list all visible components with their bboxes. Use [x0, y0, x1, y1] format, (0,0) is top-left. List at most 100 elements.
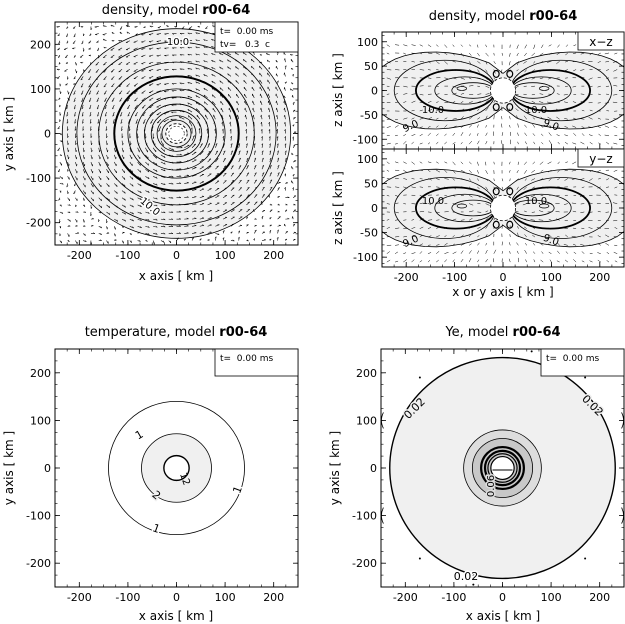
- velocity-arrow: [387, 260, 390, 262]
- velocity-arrow: [501, 140, 502, 144]
- velocity-arrow: [614, 126, 618, 127]
- velocity-arrow: [541, 170, 543, 171]
- velocity-arrow: [517, 53, 519, 56]
- velocity-arrow: [486, 259, 488, 262]
- velocity-arrow: [412, 253, 416, 254]
- panel4-ylabel: y axis [ km ]: [328, 431, 342, 505]
- velocity-arrow: [412, 162, 415, 165]
- velocity-arrow: [436, 45, 438, 47]
- velocity-arrow: [598, 127, 601, 128]
- velocity-arrow: [453, 252, 457, 254]
- velocity-arrow: [615, 261, 617, 262]
- velocity-arrow: [590, 142, 593, 144]
- velocity-arrow: [387, 53, 389, 54]
- core-boundary: [490, 78, 515, 103]
- subpanel-xz-ylabel: z axis [ km ]: [331, 53, 345, 127]
- arrow-head: [284, 58, 285, 60]
- arrow-head: [292, 216, 293, 218]
- panel2-xlabel: x or y axis [ km ]: [452, 285, 553, 299]
- velocity-arrow: [428, 143, 430, 145]
- y-tick-label: -50: [360, 109, 378, 122]
- x-tick-label: 0: [499, 591, 506, 604]
- velocity-arrow: [469, 53, 471, 56]
- y-tick-label: 100: [357, 153, 378, 166]
- arrow-head: [89, 55, 91, 56]
- velocity-arrow: [557, 45, 559, 48]
- velocity-arrow: [525, 141, 527, 144]
- velocity-arrow: [509, 259, 510, 262]
- contour-label: 0.06: [486, 475, 497, 497]
- velocity-arrow: [597, 170, 601, 172]
- arrow-head: [292, 95, 293, 97]
- y-tick-label: 200: [30, 367, 51, 380]
- contour-label: 10.0: [525, 105, 547, 116]
- velocity-arrow: [534, 45, 535, 49]
- x-tick-label: 200: [263, 591, 284, 604]
- y-tick-label: 200: [30, 38, 51, 51]
- ye-dot: [419, 377, 421, 379]
- velocity-arrow: [395, 252, 398, 254]
- velocity-arrow: [564, 135, 567, 136]
- velocity-arrow: [412, 170, 415, 171]
- velocity-arrow: [509, 116, 510, 119]
- x-tick-label: 100: [541, 271, 562, 284]
- ye-dot: [531, 350, 533, 352]
- contour-label: 1: [151, 521, 162, 536]
- y-tick-label: -100: [352, 510, 377, 523]
- velocity-arrow: [524, 133, 526, 136]
- velocity-arrow: [436, 142, 438, 144]
- velocity-arrow: [517, 251, 518, 254]
- velocity-arrow: [469, 258, 471, 262]
- velocity-arrow: [517, 170, 519, 173]
- velocity-arrow: [565, 142, 568, 144]
- velocity-arrow: [75, 241, 77, 244]
- velocity-arrow: [486, 125, 487, 127]
- contour-label: 10.0: [422, 196, 444, 207]
- velocity-arrow: [542, 252, 544, 254]
- velocity-arrow: [549, 140, 551, 144]
- velocity-arrow: [477, 243, 479, 246]
- velocity-arrow: [549, 252, 552, 254]
- ye-dot: [584, 377, 586, 379]
- legend-time: t= 0.00 ms: [220, 354, 273, 364]
- velocity-arrow: [548, 162, 552, 164]
- x-tick-label: 0: [173, 591, 180, 604]
- velocity-arrow: [403, 253, 406, 254]
- velocity-arrow: [469, 170, 472, 173]
- velocity-arrow: [428, 162, 431, 163]
- y-tick-label: 50: [364, 60, 378, 73]
- velocity-arrow: [68, 91, 69, 95]
- velocity-arrow: [453, 45, 455, 47]
- velocity-arrow: [387, 126, 391, 127]
- arrow-head: [115, 239, 117, 240]
- velocity-arrow: [558, 162, 560, 164]
- panel-temperature: temperature, model r00-64 -200 -100 0 100 20…: [2, 325, 298, 623]
- velocity-arrow: [533, 252, 535, 254]
- velocity-arrow: [95, 26, 99, 27]
- velocity-arrow: [582, 261, 584, 262]
- velocity-arrow: [533, 162, 535, 164]
- velocity-arrow: [477, 260, 479, 262]
- velocity-arrow: [501, 124, 502, 128]
- velocity-arrow: [565, 260, 568, 262]
- velocity-arrow: [262, 240, 266, 241]
- arrow-head: [76, 225, 78, 226]
- velocity-arrow: [574, 45, 577, 46]
- velocity-arrow: [509, 242, 510, 245]
- velocity-arrow: [436, 260, 439, 262]
- velocity-arrow: [453, 260, 455, 263]
- velocity-arrow: [574, 252, 576, 254]
- y-tick-label: 200: [356, 367, 377, 380]
- velocity-arrow: [494, 61, 496, 64]
- velocity-arrow: [557, 261, 560, 262]
- velocity-arrow: [531, 170, 535, 173]
- velocity-arrow: [403, 141, 406, 144]
- velocity-arrow: [469, 45, 471, 47]
- velocity-arrow: [502, 187, 503, 190]
- legend-time: t= 0.00 ms: [220, 27, 273, 37]
- x-tick-label: -100: [441, 591, 466, 604]
- x-tick-label: 100: [215, 591, 236, 604]
- contour-label: 10.0: [422, 105, 444, 116]
- velocity-arrow: [605, 126, 609, 128]
- velocity-arrow: [403, 53, 406, 54]
